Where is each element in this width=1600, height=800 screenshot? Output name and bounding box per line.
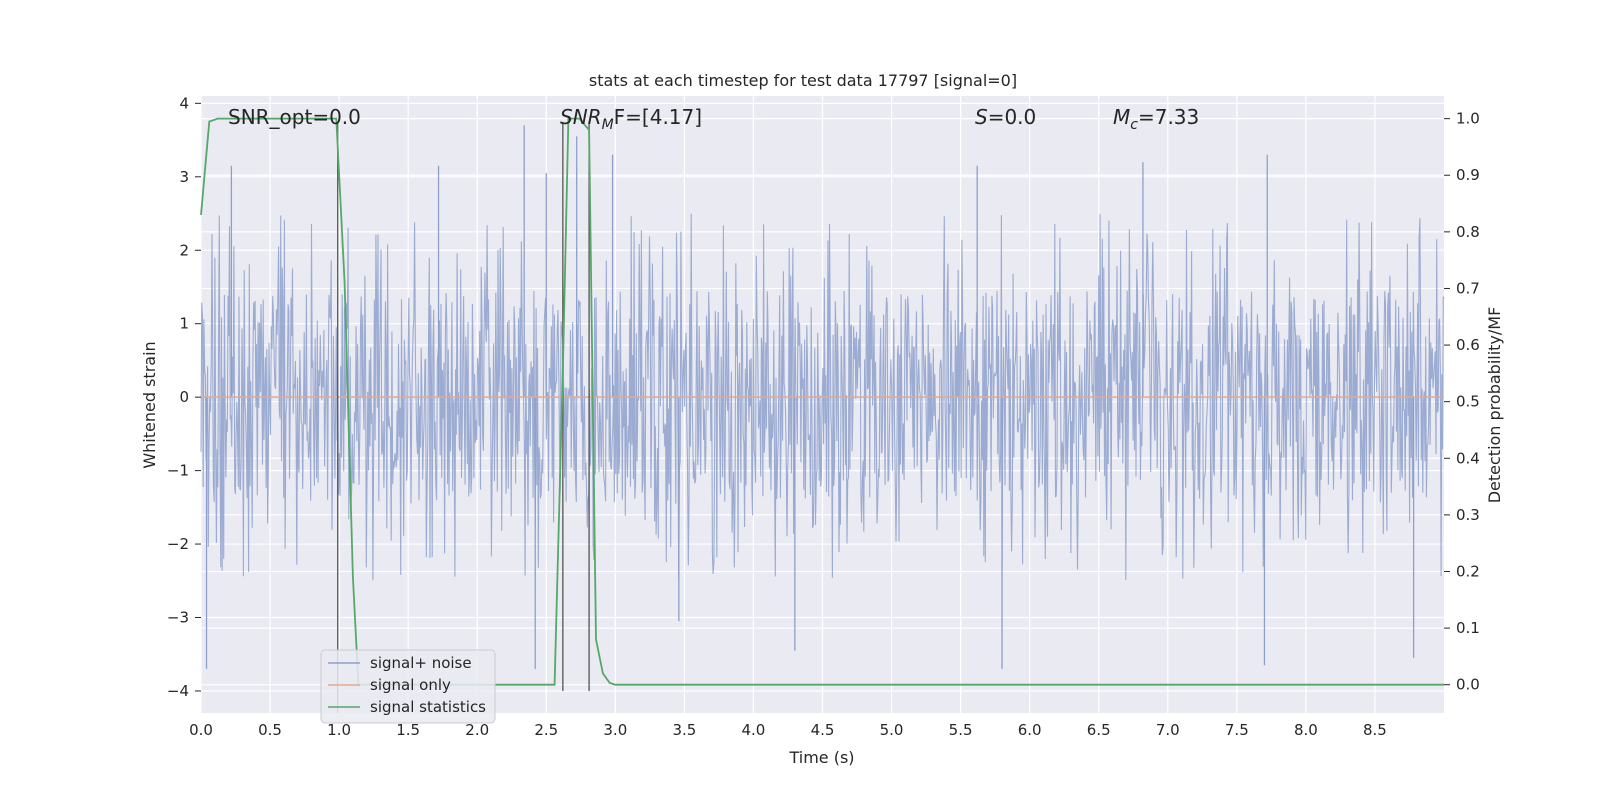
annotation-snr-mf: SNRMF=[4.17] (560, 105, 702, 133)
annotation-snr-mf-rest: F=[4.17] (614, 105, 702, 129)
x-tick-label: 4.0 (742, 721, 766, 739)
legend-label-signal-only: signal only (370, 676, 451, 694)
annotation-s-main: S (975, 105, 988, 129)
y2-tick-label: 0.3 (1456, 506, 1480, 524)
x-tick-label: 2.0 (465, 721, 489, 739)
y-tick-label: 3 (179, 168, 189, 186)
x-tick-label: 6.0 (1018, 721, 1042, 739)
x-tick-label: 6.5 (1087, 721, 1111, 739)
x-tick-label: 5.5 (949, 721, 973, 739)
y-tick-label: 2 (179, 241, 189, 259)
x-tick-label: 0.5 (258, 721, 282, 739)
x-tick-label: 7.0 (1156, 721, 1180, 739)
x-axis: 0.0 0.5 1.0 1.5 2.0 2.5 3.0 3.5 4.0 4.5 5.0 5.5 6.0 6… (189, 721, 1387, 739)
annotation-s-rest: =0.0 (988, 105, 1037, 129)
x-tick-label: 0.0 (189, 721, 213, 739)
y-tick-label: −3 (167, 609, 189, 627)
x-tick-label: 3.0 (603, 721, 627, 739)
legend-box (320, 649, 496, 724)
y2-tick-label: 0.0 (1456, 676, 1480, 694)
annotation-snr-mf-main: SNR (560, 105, 602, 129)
x-tick-label: 2.5 (534, 721, 558, 739)
noise-line (200, 213, 1445, 581)
y2-tick-label: 0.5 (1456, 393, 1480, 411)
annotation-mc-sub: c (1130, 117, 1138, 133)
x-tick-label: 5.0 (880, 721, 904, 739)
signal-statistics-line (200, 117, 1444, 686)
y-axis-left: −4 −3 −2 −1 0 1 2 3 4 (167, 94, 201, 700)
x-tick-label: 4.5 (811, 721, 835, 739)
legend: signal+ noise signal only signal statist… (320, 649, 496, 724)
series-signal-statistics (200, 117, 1444, 686)
x-tick-label: 1.5 (396, 721, 420, 739)
x-tick-label: 1.0 (327, 721, 351, 739)
y-axis-label: Whitened strain (140, 341, 159, 468)
y-tick-label: 1 (179, 315, 189, 333)
annotation-s: S=0.0 (975, 105, 1036, 129)
annotation-snr-opt: SNR_opt=0.0 (228, 105, 361, 129)
y2-tick-label: 1.0 (1456, 110, 1480, 128)
y-axis-right: 0.0 0.1 0.2 0.3 0.4 0.5 0.6 0.7 0.8 0.9 1.0 (1444, 110, 1480, 694)
y-tick-label: 4 (179, 94, 189, 112)
y-tick-label: −1 (167, 462, 189, 480)
x-tick-label: 3.5 (672, 721, 696, 739)
legend-label-signal-statistics: signal statistics (370, 698, 486, 716)
x-axis-label: Time (s) (788, 748, 854, 767)
x-tick-label: 8.0 (1294, 721, 1318, 739)
y-tick-label: 0 (179, 388, 189, 406)
annotation-mc: Mc=7.33 (1113, 105, 1199, 133)
x-tick-label: 7.5 (1225, 721, 1249, 739)
chart-title: stats at each timestep for test data 177… (589, 71, 1017, 90)
annotation-mc-main: M (1113, 105, 1130, 129)
vertical-markers (337, 121, 590, 713)
y2-tick-label: 0.8 (1456, 223, 1480, 241)
y2-tick-label: 0.1 (1456, 619, 1480, 637)
series-signal-noise (200, 125, 1445, 669)
x-tick-label: 8.5 (1363, 721, 1387, 739)
y2-tick-label: 0.6 (1456, 336, 1480, 354)
y2-tick-label: 0.7 (1456, 279, 1480, 297)
y-tick-label: −4 (167, 682, 189, 700)
y2-tick-label: 0.4 (1456, 449, 1480, 467)
y2-tick-label: 0.9 (1456, 166, 1480, 184)
y2-axis-label: Detection probability/MF (1485, 307, 1504, 504)
y2-tick-label: 0.2 (1456, 562, 1480, 580)
y-tick-label: −2 (167, 535, 189, 553)
annotation-mc-rest: =7.33 (1138, 105, 1199, 129)
legend-label-signal-noise: signal+ noise (370, 654, 472, 672)
annotation-snr-mf-sub: M (602, 117, 614, 133)
